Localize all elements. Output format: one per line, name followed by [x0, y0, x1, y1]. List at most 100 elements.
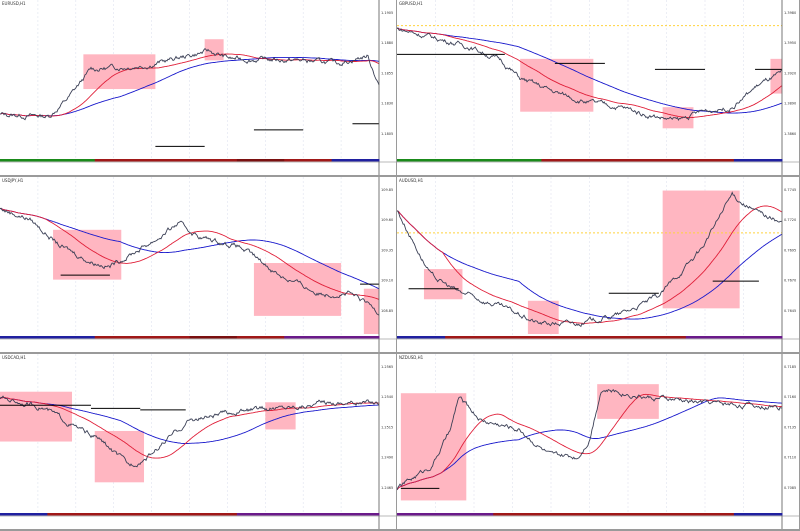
session-strip-segment: [445, 336, 494, 339]
session-strip-segment: [189, 513, 238, 516]
session-strip-segment: [493, 336, 542, 339]
highlight-zone: [423, 269, 463, 300]
price-line: [397, 191, 782, 328]
session-strip-segment: [541, 513, 590, 516]
price-line: [0, 207, 380, 316]
chart-panel-6[interactable]: 0.7185 0.7160 0.7135 0.7110 0.7085 NZDUSD,H1: [397, 354, 800, 531]
panel-title: AUDUSD,H1: [399, 178, 424, 183]
session-strip-segment: [331, 513, 380, 516]
panel-title: USDJPY,H1: [2, 178, 24, 183]
ma-fast-line: [397, 27, 783, 119]
ma-fast-line: [0, 53, 380, 117]
session-strip-segment: [637, 159, 687, 162]
price-line: [0, 395, 380, 468]
highlight-zone: [662, 107, 694, 129]
price-line: [0, 47, 380, 121]
price-tick-label: 109.85: [381, 188, 393, 192]
ma-slow-line: [397, 27, 783, 114]
price-tick-label: 0.7695: [784, 248, 796, 252]
chart-1[interactable]: 1.1905 1.1880 1.1855 1.1830 1.1805: [0, 0, 396, 175]
ma-slow-line: [397, 397, 783, 491]
price-tick-label: 1.3950: [784, 41, 796, 45]
price-tick-label: 1.3860: [784, 132, 796, 136]
price-tick-label: 1.3890: [784, 102, 796, 106]
chart-panel-2[interactable]: 1.3980 1.3950 1.3920 1.3890 1.3860 GBPUSD,H1: [397, 0, 800, 177]
price-line: [397, 27, 783, 121]
session-strip-segment: [236, 336, 285, 339]
session-strip-segment: [284, 513, 333, 516]
highlight-zone: [400, 393, 467, 501]
ma-fast-line: [0, 208, 380, 300]
panel-title: USDCAD,H1: [2, 355, 26, 360]
chart-4[interactable]: 0.7745 0.7720 0.7695 0.7670 0.7645: [397, 177, 799, 352]
highlight-zone: [520, 58, 594, 112]
session-strip-segment: [142, 513, 190, 516]
session-strip-segment: [589, 336, 639, 339]
session-strip-segment: [733, 336, 783, 339]
session-strip-segment: [236, 513, 285, 516]
panel-title: GBPUSD,H1: [399, 1, 423, 6]
price-tick-label: 1.2465: [381, 486, 393, 490]
price-tick-label: 1.2515: [381, 425, 393, 429]
price-tick-label: 0.7720: [784, 218, 796, 222]
price-tick-label: 109.10: [381, 279, 393, 283]
ma-slow-line: [0, 397, 379, 444]
session-strip-segment: [733, 159, 783, 162]
session-strip-segment: [47, 513, 96, 516]
session-strip-segment: [397, 159, 446, 162]
chart-panel-1[interactable]: 1.1905 1.1880 1.1855 1.1830 1.1805 EURUSD,H1: [0, 0, 397, 177]
ma-slow-line: [0, 208, 380, 290]
chart-panel-3[interactable]: 109.85 109.60 109.35 109.10 108.85 USDJPY,H1: [0, 177, 397, 354]
price-tick-label: 0.7085: [784, 486, 796, 490]
highlight-zone: [265, 402, 296, 430]
highlight-zone: [53, 229, 122, 280]
session-strip-segment: [493, 159, 542, 162]
session-strip-segment: [637, 336, 687, 339]
chart-panel-4[interactable]: 0.7745 0.7720 0.7695 0.7670 0.7645 AUDUSD,H1: [397, 177, 800, 354]
price-tick-label: 1.1855: [381, 71, 393, 75]
highlight-zone: [253, 263, 342, 316]
chart-panel-5[interactable]: 1.2565 1.2540 1.2515 1.2490 1.2465 USDCAD,H1: [0, 354, 397, 531]
session-strip-segment: [685, 513, 735, 516]
ma-slow-line: [0, 56, 380, 117]
session-strip-segment: [445, 513, 494, 516]
session-strip-segment: [236, 159, 285, 162]
session-strip-segment: [589, 159, 639, 162]
price-tick-label: 0.7110: [784, 456, 796, 460]
price-tick-label: 0.7745: [784, 188, 796, 192]
highlight-zone: [204, 39, 224, 61]
session-strip-segment: [637, 513, 687, 516]
price-line: [397, 389, 782, 491]
session-strip-segment: [0, 513, 48, 516]
chart-5[interactable]: 1.2565 1.2540 1.2515 1.2490 1.2465: [0, 354, 396, 529]
price-tick-label: 109.60: [381, 218, 393, 222]
session-strip-segment: [685, 336, 735, 339]
session-strip-segment: [0, 159, 48, 162]
highlight-zone: [770, 58, 782, 94]
session-strip-segment: [94, 336, 143, 339]
chart-3[interactable]: 109.85 109.60 109.35 109.10 108.85: [0, 177, 396, 352]
price-tick-label: 0.7185: [784, 365, 796, 369]
session-strip-segment: [47, 336, 96, 339]
session-strip-segment: [284, 159, 333, 162]
session-strip-segment: [331, 159, 380, 162]
price-tick-label: 0.7135: [784, 425, 796, 429]
chart-6[interactable]: 0.7185 0.7160 0.7135 0.7110 0.7085: [397, 354, 799, 529]
ma-fast-line: [0, 397, 379, 459]
price-tick-label: 1.1880: [381, 41, 393, 45]
session-strip-segment: [47, 159, 96, 162]
session-strip-segment: [733, 513, 783, 516]
price-tick-label: 1.1830: [381, 102, 393, 106]
session-strip-segment: [94, 159, 143, 162]
session-strip-segment: [94, 513, 143, 516]
highlight-zone: [527, 300, 559, 334]
price-tick-label: 1.3920: [784, 71, 796, 75]
session-strip-segment: [0, 336, 48, 339]
panel-title: EURUSD,H1: [2, 1, 26, 6]
price-tick-label: 0.7645: [784, 309, 796, 313]
ma-slow-line: [397, 210, 783, 320]
chart-2[interactable]: 1.3980 1.3950 1.3920 1.3890 1.3860: [397, 0, 799, 175]
session-strip-segment: [685, 159, 735, 162]
price-tick-label: 0.7670: [784, 279, 796, 283]
